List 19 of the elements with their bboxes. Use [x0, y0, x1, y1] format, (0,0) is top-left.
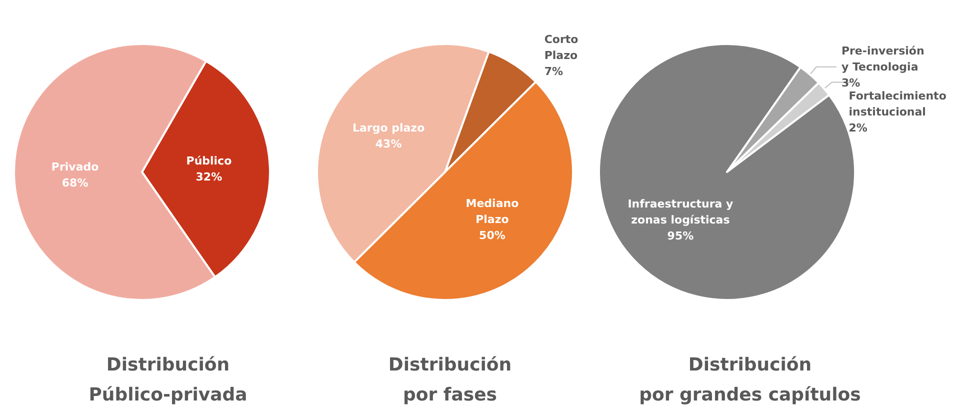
text: Distribución Público-privada [88, 354, 248, 406]
slice-label: Pre-inversión y Tecnologia [841, 44, 924, 74]
text: Distribución por grandes capítulos [639, 354, 861, 406]
data-label: 3% [841, 76, 860, 90]
data-label: 2% [848, 122, 868, 135]
data-label: 50% [479, 229, 506, 242]
slice-label: Fortalecimiento institucional [848, 90, 947, 119]
slice-label: Mediano Plazo [466, 197, 520, 226]
slice-label: Corto Plazo [544, 33, 579, 62]
slice-label: Infraestructura y zonas logísticas [628, 198, 734, 227]
data-label: 32% [196, 170, 222, 184]
data-label: 95% [667, 230, 694, 243]
slice-label: Largo plazo [352, 121, 426, 134]
data-label: 68% [62, 176, 88, 190]
slice-label: Público [186, 154, 232, 168]
data-label: 7% [544, 65, 564, 78]
slice-label: Privado [51, 160, 100, 174]
text: Distribución por fases [388, 354, 512, 406]
data-label: 43% [375, 137, 402, 150]
